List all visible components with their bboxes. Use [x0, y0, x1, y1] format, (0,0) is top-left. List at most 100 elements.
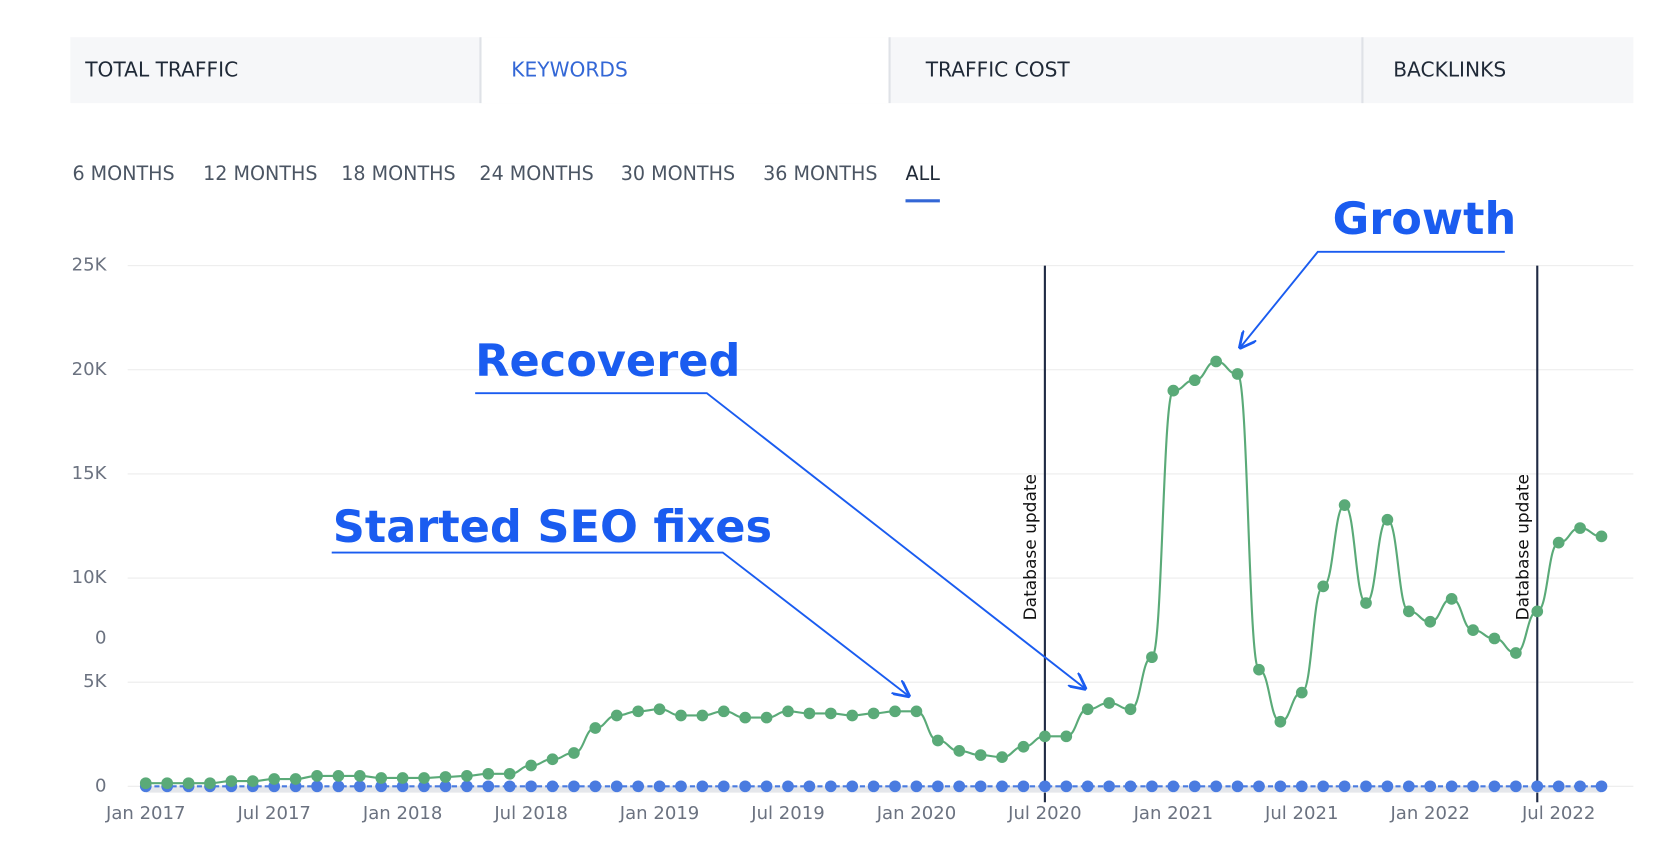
tab-label[interactable]: TOTAL TRAFFIC	[84, 58, 238, 82]
range-button[interactable]: 18 MONTHS	[341, 162, 455, 185]
y-tick-label: 10K	[72, 567, 108, 588]
data-point	[1103, 697, 1115, 709]
x-tick-label: Jan 2021	[1133, 803, 1213, 824]
data-point	[204, 777, 216, 790]
data-point	[889, 780, 901, 793]
data-point	[396, 772, 409, 784]
data-point	[1467, 780, 1479, 793]
data-point	[225, 775, 238, 787]
data-point	[482, 780, 495, 793]
data-point	[846, 709, 859, 722]
data-point	[1167, 384, 1180, 397]
data-point	[1253, 780, 1265, 793]
data-point	[1039, 780, 1051, 793]
data-point	[653, 780, 666, 793]
data-point	[1039, 730, 1051, 743]
data-point	[482, 767, 495, 780]
data-point	[1188, 374, 1201, 387]
data-point	[525, 759, 537, 772]
data-point	[1360, 780, 1372, 793]
data-point	[568, 747, 580, 759]
y-tick-label: 25K	[72, 255, 108, 276]
data-point	[932, 780, 944, 793]
y-tick-label: 20K	[72, 359, 108, 380]
data-point	[332, 770, 345, 782]
x-tick-label: Jul 2018	[493, 803, 567, 824]
data-point	[782, 705, 794, 718]
data-point	[1017, 780, 1030, 793]
data-point	[503, 780, 516, 793]
data-point	[1488, 632, 1501, 645]
range-button[interactable]: 6 MONTHS	[72, 162, 174, 185]
data-point	[1210, 780, 1222, 793]
data-point	[353, 770, 366, 782]
range-button[interactable]: ALL	[906, 162, 941, 185]
data-point	[1124, 780, 1137, 793]
data-point	[1103, 780, 1115, 793]
data-point	[1274, 715, 1287, 728]
data-point	[803, 707, 816, 720]
data-point	[268, 773, 281, 785]
x-tick-label: Jul 2020	[1007, 803, 1081, 824]
data-point	[461, 780, 473, 793]
x-tick-label: Jan 2020	[876, 803, 956, 824]
x-tick-label: Jan 2018	[362, 803, 442, 824]
tab-label[interactable]: KEYWORDS	[511, 58, 627, 82]
data-point	[139, 777, 152, 790]
data-point	[1488, 780, 1501, 793]
range-button[interactable]: 36 MONTHS	[763, 162, 877, 185]
data-point	[1295, 686, 1308, 699]
y-tick-label: 5K	[83, 671, 107, 692]
data-point	[1360, 597, 1372, 609]
data-point	[760, 711, 773, 724]
data-point	[953, 780, 966, 793]
data-point	[739, 711, 752, 724]
data-point	[910, 780, 923, 793]
data-point	[1274, 780, 1287, 793]
annotation: 0	[95, 628, 106, 649]
data-point	[1146, 780, 1158, 793]
data-point	[439, 780, 452, 793]
event-label: Database update	[1513, 474, 1533, 620]
data-point	[1510, 780, 1522, 793]
data-point	[546, 753, 559, 766]
data-point	[717, 705, 730, 718]
data-point	[1445, 780, 1458, 793]
data-point	[1146, 651, 1158, 664]
arrow	[331, 551, 909, 696]
data-point	[996, 751, 1008, 763]
data-point	[824, 780, 837, 793]
data-point	[161, 777, 174, 790]
data-point	[717, 780, 730, 793]
data-point	[739, 780, 752, 793]
data-point	[675, 780, 687, 793]
data-point	[1381, 513, 1394, 526]
range-button[interactable]: 24 MONTHS	[479, 162, 593, 185]
data-point	[1467, 624, 1479, 636]
data-point	[1424, 780, 1437, 793]
data-point	[846, 780, 859, 793]
data-point	[932, 734, 944, 747]
tab-label[interactable]: BACKLINKS	[1393, 58, 1506, 82]
data-point	[910, 705, 923, 718]
data-point	[589, 722, 602, 734]
data-point	[1231, 780, 1244, 793]
event-label: Database update	[1021, 474, 1041, 620]
data-point	[1017, 740, 1030, 753]
data-point	[610, 780, 623, 793]
data-point	[439, 771, 452, 783]
x-tick-label: Jul 2019	[750, 803, 824, 824]
data-point	[1188, 780, 1201, 793]
data-point	[1552, 536, 1565, 549]
data-point	[1424, 615, 1437, 628]
range-button[interactable]: 12 MONTHS	[203, 162, 317, 185]
range-button[interactable]: 30 MONTHS	[621, 162, 735, 185]
x-tick-label: Jul 2022	[1521, 803, 1595, 824]
tab-label[interactable]: TRAFFIC COST	[925, 58, 1071, 82]
data-point	[568, 780, 580, 793]
data-point	[418, 772, 430, 784]
data-point	[461, 770, 473, 782]
data-point	[696, 709, 709, 722]
data-point	[332, 780, 345, 793]
data-point	[418, 780, 430, 793]
